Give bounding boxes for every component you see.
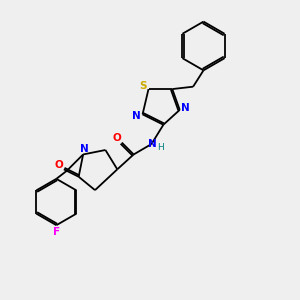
Text: N: N (132, 111, 141, 121)
Text: N: N (181, 103, 190, 113)
Text: O: O (55, 160, 63, 170)
Text: S: S (139, 80, 146, 91)
Text: N: N (148, 139, 157, 149)
Text: H: H (158, 143, 164, 152)
Text: O: O (113, 133, 122, 143)
Text: F: F (53, 227, 60, 237)
Text: N: N (80, 144, 89, 154)
